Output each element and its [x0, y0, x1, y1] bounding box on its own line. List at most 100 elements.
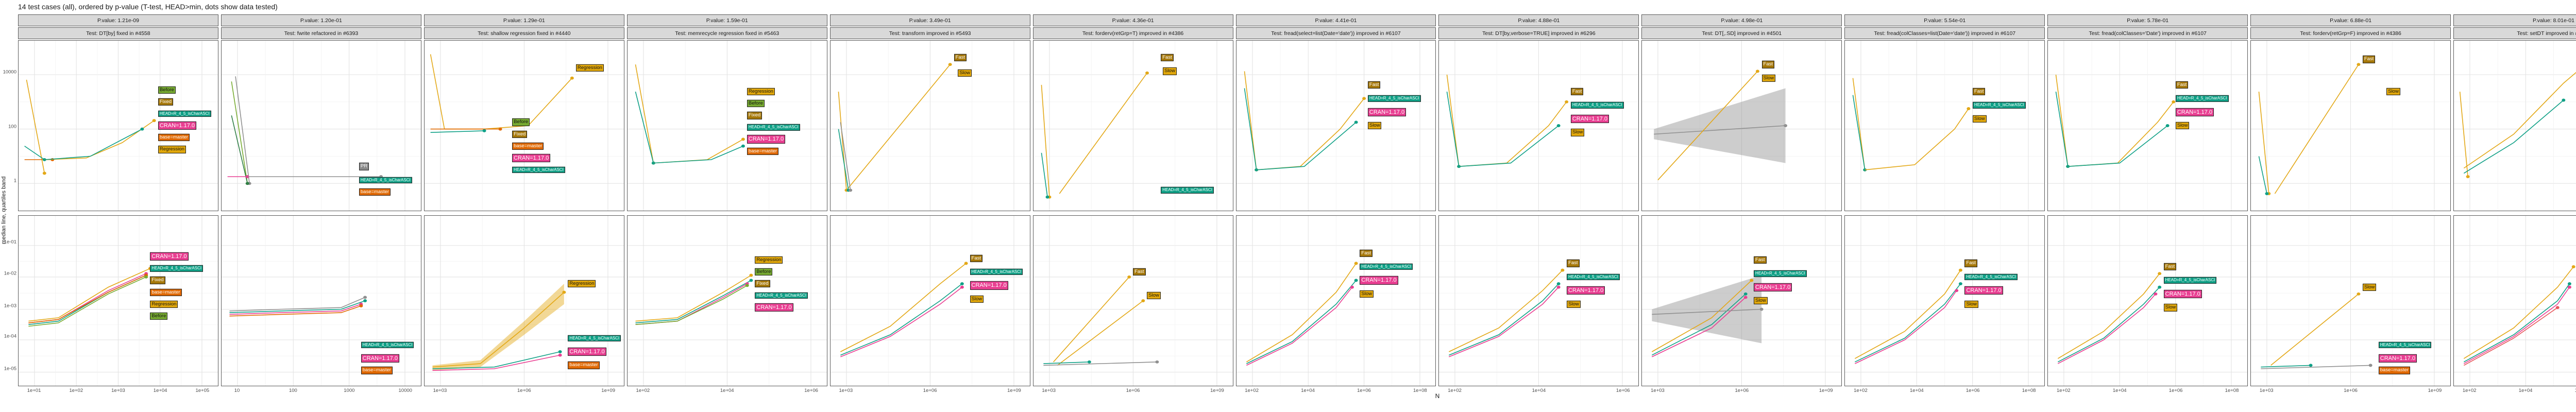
facet-test-strip: Test: memrecycle regression fixed in #54…: [626, 27, 827, 39]
series-label: CRAN=1.17.0: [2378, 354, 2417, 363]
series-label: base=master: [361, 367, 393, 374]
series-label: HEAD=R_4_5_isCharASCI: [158, 110, 211, 117]
facet-test-strip: Test: DT[by] fixed in #4558: [18, 27, 218, 39]
x-axis-ticks: 1e+03 1e+06 1e+09: [424, 388, 624, 396]
series-label: HEAD=R_4_5_isCharASCI: [2163, 277, 2217, 284]
series-label: Fixed: [747, 112, 762, 119]
x-tick-label: 1e+02: [2462, 388, 2477, 393]
series-label: HEAD=R_4_5_isCharASCI: [1367, 95, 1421, 102]
x-tick-label: 1e+04: [1909, 388, 1924, 393]
facet-column-7: P.value: 4.41e-01 Test: fread(select=list…: [1235, 14, 1436, 396]
facet-panel-seconds: Fast Slow: [1032, 215, 1233, 386]
y-ticks-top: 10000 100 1: [0, 38, 16, 208]
x-tick-label: 1e+02: [1448, 388, 1462, 393]
series-label: Slow: [1761, 74, 1776, 82]
facet-test-strip: Test: setDT improved in #5427: [2453, 27, 2576, 39]
series-label: Fast: [1367, 81, 1381, 89]
facet-pvalue-strip: P.value: 1.20e-01: [221, 14, 421, 26]
x-tick-label: 1e+03: [433, 388, 447, 393]
series-label: Fast: [1161, 54, 1174, 62]
series-label: Fast: [1972, 88, 1986, 96]
x-tick-label: 1e+03: [1651, 388, 1665, 393]
series-label: Before: [158, 86, 176, 94]
x-tick-label: 1e+04: [1532, 388, 1546, 393]
series-label: Fast: [2175, 81, 2189, 89]
series-label: HEAD=R_4_5_isCharASCI: [1972, 102, 2026, 109]
series-label: Regression: [747, 88, 775, 96]
series-label: Fast: [1133, 268, 1146, 276]
y-tick-label: 1: [13, 178, 16, 184]
series-label: Fast: [1567, 260, 1580, 267]
x-tick-label: 1e+09: [1210, 388, 1224, 393]
x-axis-label: N: [1435, 392, 1440, 400]
y-tick-label: 1e-05: [4, 366, 16, 372]
x-tick-label: 1e+08: [2225, 388, 2239, 393]
x-tick-label: 1e+03: [1042, 388, 1056, 393]
series-label: Fast: [2362, 56, 2376, 63]
facet-column-8: P.value: 4.88e-01 Test: DT[by,verbose=TRU…: [1438, 14, 1639, 396]
facet-test-strip: Test: fwrite refactored in #6393: [221, 27, 421, 39]
x-tick-label: 1e+03: [839, 388, 853, 393]
series-label: HEAD=R_4_5_isCharASCI: [512, 166, 565, 173]
series-label: CRAN=1.17.0: [1754, 283, 1792, 291]
facet-column-5: P.value: 3.49e-01 Test: transform improve…: [829, 14, 1030, 396]
x-tick-label: 1e+09: [1007, 388, 1021, 393]
x-tick-label: 10000: [398, 388, 412, 393]
y-tick-label: 100: [8, 124, 16, 130]
series-label: HEAD=R_4_5_isCharASCI: [150, 265, 204, 272]
series-label: PR: [359, 163, 369, 170]
series-label: Slow: [2175, 122, 2190, 130]
facet-test-strip: Test: DT[by,verbose=TRUE] improved in #6…: [1438, 27, 1639, 39]
x-tick-label: 1e+06: [923, 388, 937, 393]
x-tick-label: 1e+04: [2112, 388, 2127, 393]
facet-pvalue-strip: P.value: 6.88e-01: [2250, 14, 2451, 26]
x-tick-label: 100: [289, 388, 297, 393]
series-label: Slow: [1567, 300, 1581, 308]
facet-panel-kilobytes: Fast HEAD=R_4_5_isCharASCI Slow: [1844, 40, 2045, 211]
series-label: Fixed: [512, 130, 528, 138]
facet-pvalue-strip: P.value: 1.29e-01: [423, 14, 624, 26]
series-label: Slow: [958, 69, 972, 77]
facet-pvalue-strip: P.value: 5.78e-01: [2047, 14, 2248, 26]
x-axis-ticks: 1e+03 1e+06 1e+09: [1641, 388, 1842, 396]
facet-test-strip: Test: fread(colClasses='Date') improved …: [2047, 27, 2248, 39]
facet-pvalue-strip: P.value: 5.54e-01: [1844, 14, 2045, 26]
page-title: 14 test cases (all), ordered by p-value …: [18, 3, 278, 11]
series-label: HEAD=R_4_5_isCharASCI: [747, 124, 800, 131]
series-label: HEAD=R_4_5_isCharASCI: [755, 292, 808, 299]
x-tick-label: 1e+06: [2168, 388, 2183, 393]
facet-pvalue-strip: P.value: 1.21e-09: [18, 14, 218, 26]
series-label: Fast: [2163, 263, 2177, 271]
series-label: Fast: [1754, 256, 1767, 264]
facet-column-3: P.value: 1.29e-01 Test: shallow regressio…: [423, 14, 624, 396]
x-tick-label: 1e+05: [195, 388, 210, 393]
x-axis-ticks: 1e+02 1e+04 1e+06: [627, 388, 827, 396]
series-label: base=master: [2378, 367, 2410, 374]
x-axis-ticks: 1e+02 1e+04 1e+06: [1438, 388, 1639, 396]
series-label: Fast: [1570, 88, 1584, 96]
x-tick-label: 1000: [344, 388, 355, 393]
y-tick-label: 1e-02: [4, 270, 16, 277]
facet-panel-kilobytes: Fast Slow HEAD=R_4_5_isCharASCI: [1032, 40, 1233, 211]
facet-panel-seconds: Regression HEAD=R_4_5_isCharASCI CRAN=1.17…: [423, 215, 624, 386]
series-label: Before: [755, 268, 773, 276]
y-tick-label: 1e-04: [4, 333, 16, 339]
facet-column-6: P.value: 4.36e-01 Test: forderv(retGrp=T)…: [1032, 14, 1233, 396]
y-tick-label: 1e-03: [4, 303, 16, 308]
series-label: HEAD=R_4_5_isCharASCI: [1161, 187, 1214, 194]
series-label: CRAN=1.17.0: [1570, 114, 1609, 123]
facet-panel-kilobytes: Fast Slow: [1641, 40, 1842, 211]
series-label: CRAN=1.17.0: [1367, 108, 1406, 116]
x-tick-label: 1e+01: [27, 388, 41, 393]
x-tick-label: 1e+06: [804, 388, 818, 393]
series-label: Slow: [1972, 115, 1987, 123]
series-label: Slow: [2362, 283, 2377, 291]
